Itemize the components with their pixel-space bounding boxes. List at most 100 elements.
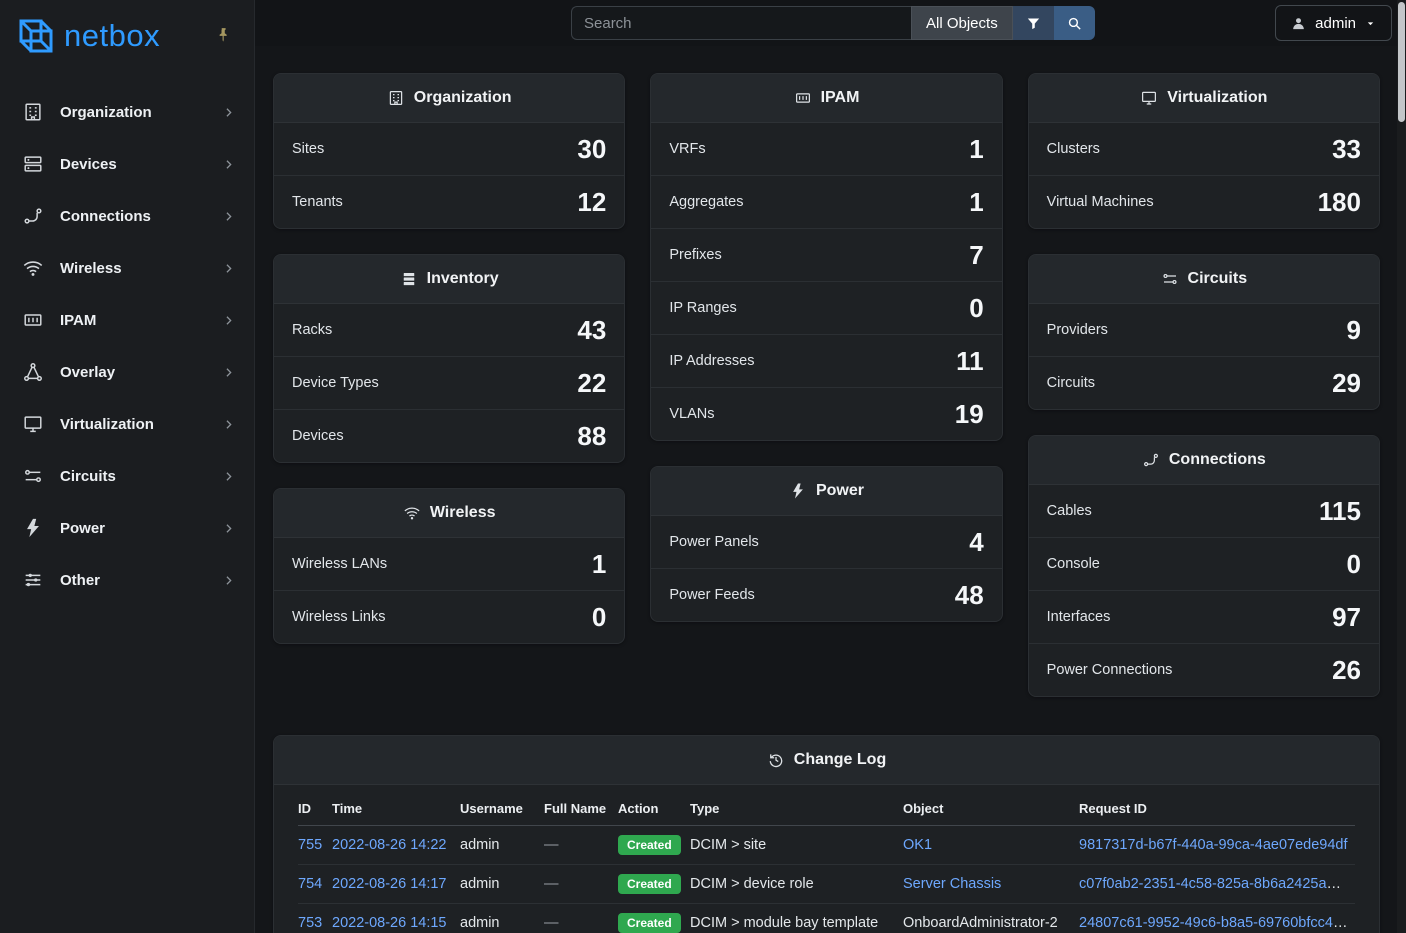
sidebar-item-other[interactable]: Other	[0, 554, 254, 606]
lightning-icon	[789, 482, 807, 500]
main-content: Organization Sites 30 Tenants 12 Invento…	[255, 46, 1406, 933]
card-title: Wireless	[429, 504, 496, 521]
stat-row-sites[interactable]: Sites 30	[292, 134, 607, 164]
sidebar-item-circuits[interactable]: Circuits	[0, 450, 254, 502]
column-header-action: Action	[618, 791, 690, 826]
transit-icon	[22, 465, 44, 487]
changelog-type: DCIM > site	[690, 825, 903, 865]
changelog-request-id-link[interactable]: 24807c61-9952-49c6-b8a5-69760bfcc4b3	[1079, 915, 1350, 931]
column-header-full-name: Full Name	[544, 791, 618, 826]
pin-sidebar-icon[interactable]	[215, 26, 232, 43]
tune-icon	[22, 569, 44, 591]
stat-row-prefixes[interactable]: Prefixes 7	[651, 228, 1002, 281]
counter-icon	[22, 309, 44, 331]
scrollbar-thumb[interactable]	[1398, 2, 1405, 122]
stat-row-power-feeds[interactable]: Power Feeds 48	[651, 568, 1002, 621]
changelog-username: admin	[460, 864, 544, 904]
server-icon	[22, 153, 44, 175]
stat-row-vlans[interactable]: VLANs 19	[651, 387, 1002, 440]
changelog-id-link[interactable]: 755	[298, 837, 323, 853]
inventory-card: Inventory Racks 43 Device Types 22 Devic…	[273, 254, 626, 463]
sidebar-item-ipam[interactable]: IPAM	[0, 294, 254, 346]
changelog-object-link[interactable]: OK1	[903, 837, 933, 853]
stat-row-cables[interactable]: Cables 115	[1046, 496, 1361, 526]
logo[interactable]: netbox	[0, 0, 254, 70]
virtualization-card: Virtualization Clusters 33 Virtual Machi…	[1027, 73, 1380, 229]
ipam-card: IPAM VRFs 1 Aggregates 1 Prefixes 7 IP R…	[650, 73, 1003, 441]
sidebar-item-organization[interactable]: Organization	[0, 86, 254, 138]
sidebar-item-power[interactable]: Power	[0, 502, 254, 554]
stat-row-aggregates[interactable]: Aggregates 1	[651, 175, 1002, 228]
sidebar-item-virtualization[interactable]: Virtualization	[0, 398, 254, 450]
filter-button[interactable]	[1012, 6, 1054, 40]
stat-row-console[interactable]: Console 0	[1028, 537, 1379, 590]
changelog-id-link[interactable]: 754	[298, 876, 323, 892]
stat-row-wireless-links[interactable]: Wireless Links 0	[274, 590, 625, 643]
stat-row-circuits[interactable]: Circuits 29	[1028, 356, 1379, 409]
sidebar-item-devices[interactable]: Devices	[0, 138, 254, 190]
status-badge: Created	[618, 835, 681, 855]
card-title: Inventory	[426, 270, 499, 287]
history-icon	[767, 751, 785, 769]
changelog-time-link[interactable]: 2022-08-26 14:15	[332, 915, 447, 931]
stat-row-tenants[interactable]: Tenants 12	[274, 175, 625, 228]
stat-row-ip-ranges[interactable]: IP Ranges 0	[651, 281, 1002, 334]
stat-row-providers[interactable]: Providers 9	[1046, 315, 1361, 345]
table-row: 754 2022-08-26 14:17 admin — Created DCI…	[298, 864, 1355, 904]
transit-icon	[1161, 270, 1179, 288]
changelog-card: Change Log ID Time Username Full Name Ac…	[273, 735, 1380, 933]
cable-icon	[1142, 451, 1160, 469]
card-title: Organization	[413, 89, 512, 106]
stat-row-devices[interactable]: Devices 88	[274, 409, 625, 462]
stat-row-wireless-lans[interactable]: Wireless LANs 1	[292, 549, 607, 579]
changelog-id-link[interactable]: 753	[298, 915, 323, 931]
changelog-table: ID Time Username Full Name Action Type O…	[298, 791, 1355, 933]
changelog-full-name: —	[544, 903, 618, 933]
chevron-right-icon	[221, 209, 236, 224]
sidebar-item-overlay[interactable]: Overlay	[0, 346, 254, 398]
card-title: Circuits	[1187, 270, 1248, 287]
stat-row-power-panels[interactable]: Power Panels 4	[669, 527, 984, 557]
sidebar-item-connections[interactable]: Connections	[0, 190, 254, 242]
column-header-time: Time	[332, 791, 460, 826]
chevron-right-icon	[221, 417, 236, 432]
stat-row-vrfs[interactable]: VRFs 1	[669, 134, 984, 164]
column-header-request-id: Request ID	[1079, 791, 1355, 826]
counter-icon	[794, 89, 812, 107]
changelog-request-id-link[interactable]: 9817317d-b67f-440a-99ca-4ae07ede94df	[1079, 837, 1348, 853]
changelog-time-link[interactable]: 2022-08-26 14:17	[332, 876, 447, 892]
stat-row-ip-addresses[interactable]: IP Addresses 11	[651, 334, 1002, 387]
changelog-type: DCIM > device role	[690, 864, 903, 904]
graph-icon	[22, 361, 44, 383]
changelog-object-link[interactable]: Server Chassis	[903, 876, 1002, 892]
stat-row-interfaces[interactable]: Interfaces 97	[1028, 590, 1379, 643]
chevron-right-icon	[221, 157, 236, 172]
sidebar: netbox Organization Devices Connections …	[0, 0, 255, 933]
stat-row-virtual-machines[interactable]: Virtual Machines 180	[1028, 175, 1379, 228]
search-submit-button[interactable]	[1053, 6, 1095, 40]
changelog-full-name: —	[544, 825, 618, 865]
person-icon	[1290, 15, 1307, 32]
search-input[interactable]	[571, 6, 911, 40]
netbox-logo-icon	[16, 16, 56, 56]
sidebar-item-wireless[interactable]: Wireless	[0, 242, 254, 294]
user-menu-button[interactable]: admin	[1275, 5, 1392, 41]
stat-row-device-types[interactable]: Device Types 22	[274, 356, 625, 409]
stat-row-power-connections[interactable]: Power Connections 26	[1028, 643, 1379, 696]
wifi-icon	[403, 504, 421, 522]
changelog-request-id-link[interactable]: c07f0ab2-2351-4c58-825a-8b6a2425a1ab	[1079, 876, 1351, 892]
user-name: admin	[1315, 14, 1356, 32]
card-title: Power	[815, 482, 864, 499]
card-title: Virtualization	[1167, 89, 1268, 106]
card-title: Connections	[1168, 451, 1266, 468]
status-badge: Created	[618, 874, 681, 894]
changelog-time-link[interactable]: 2022-08-26 14:22	[332, 837, 447, 853]
column-header-username: Username	[460, 791, 544, 826]
search-icon	[1066, 15, 1083, 32]
chevron-right-icon	[221, 469, 236, 484]
stat-row-clusters[interactable]: Clusters 33	[1046, 134, 1361, 164]
connections-card: Connections Cables 115 Console 0 Interfa…	[1027, 435, 1380, 697]
search-bar: All Objects	[571, 6, 1095, 40]
search-scope-dropdown[interactable]: All Objects	[911, 6, 1013, 40]
stat-row-racks[interactable]: Racks 43	[292, 315, 607, 345]
